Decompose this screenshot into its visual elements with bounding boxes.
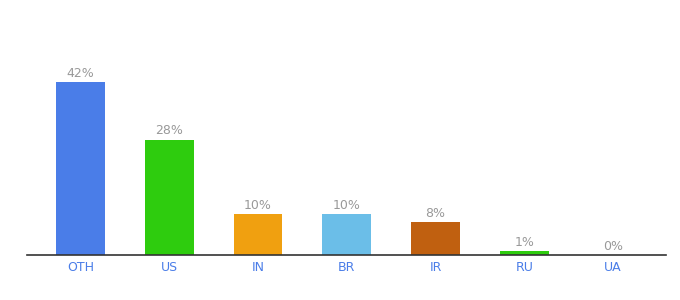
- Text: 8%: 8%: [426, 207, 445, 220]
- Bar: [234, 214, 282, 255]
- Bar: [145, 140, 194, 255]
- Bar: [411, 222, 460, 255]
- Bar: [500, 251, 549, 255]
- Text: 42%: 42%: [67, 67, 95, 80]
- Text: 10%: 10%: [244, 199, 272, 212]
- Text: 28%: 28%: [156, 124, 184, 137]
- Text: 0%: 0%: [603, 240, 623, 253]
- Text: 1%: 1%: [514, 236, 534, 249]
- Text: 10%: 10%: [333, 199, 360, 212]
- Bar: [322, 214, 371, 255]
- Bar: [56, 82, 105, 255]
